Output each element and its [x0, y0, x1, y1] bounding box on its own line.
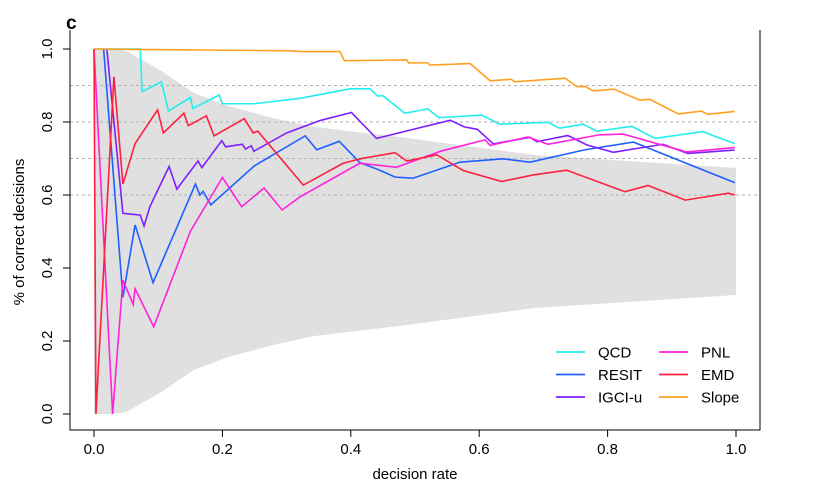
- x-tick-label: 0.8: [597, 441, 618, 458]
- legend-label: PNL: [701, 345, 730, 362]
- y-axis-label: % of correct decisions: [11, 159, 28, 306]
- legend-label: Slope: [701, 390, 739, 407]
- x-tick-label: 0.2: [212, 441, 233, 458]
- y-tick-label: 0.6: [39, 185, 56, 206]
- plot-frame: [69, 30, 761, 431]
- legend-label: IGCI-u: [598, 390, 642, 407]
- y-tick-label: 0.8: [39, 112, 56, 133]
- legend: QCD RESIT IGCI-u PNL EMD Slope: [556, 345, 739, 407]
- y-tick-label: 0.2: [39, 331, 56, 352]
- significance-band: [94, 49, 736, 414]
- series-line-resit: [102, 48, 736, 298]
- series-line-pnl: [93, 48, 735, 415]
- y-tick-label: 0.0: [39, 404, 56, 425]
- series-line-qcd: [94, 48, 735, 145]
- x-axis-label: decision rate: [372, 466, 457, 483]
- legend-label: EMD: [701, 367, 735, 384]
- series-line-emd: [93, 48, 735, 415]
- x-tick-label: 0.4: [340, 441, 361, 458]
- series-line-slope: [93, 48, 735, 116]
- y-tick-label: 0.4: [39, 258, 56, 279]
- x-tick-label: 0.0: [84, 441, 105, 458]
- legend-label: RESIT: [598, 367, 642, 384]
- y-tick-label: 1.0: [39, 39, 56, 60]
- series-line-igci-u: [106, 48, 735, 229]
- x-tick-label: 1.0: [726, 441, 747, 458]
- x-tick-label: 0.6: [469, 441, 490, 458]
- legend-label: QCD: [598, 345, 632, 362]
- panel-label: c: [66, 13, 77, 34]
